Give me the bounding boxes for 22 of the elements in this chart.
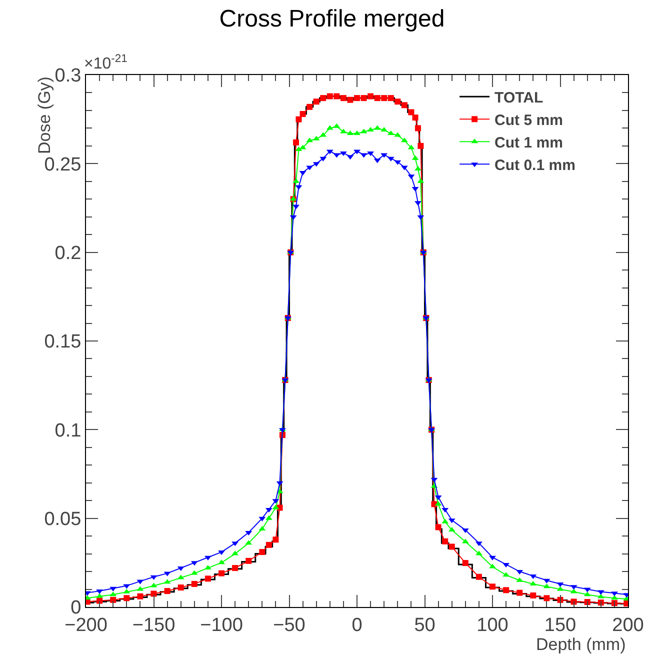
x-tick-label: 150	[544, 614, 576, 636]
y-tick-label: 0.2	[54, 242, 82, 264]
x-tick-label: 100	[476, 614, 508, 636]
x-tick-label: 200	[612, 614, 644, 636]
legend-label: Cut 0.1 mm	[494, 156, 576, 174]
text: ×10$^{-21}$	[84, 53, 128, 73]
x-tick-label: −150	[132, 614, 176, 636]
x-axis-title: Depth (mm)	[536, 635, 626, 654]
y-axis-title: Dose (Gy)	[35, 76, 54, 154]
x-tick-label: 0	[352, 614, 362, 636]
x-tick-label: 50	[414, 614, 436, 636]
x-tick-label: −50	[273, 614, 306, 636]
x-tick-label: −100	[200, 614, 243, 636]
legend-label: TOTAL	[494, 89, 544, 106]
y-tick-label: 0.1	[54, 420, 82, 442]
legend-label: Cut 1 mm	[494, 134, 563, 152]
y-tick-label: 0.15	[44, 332, 82, 353]
legend-label: Cut 5 mm	[494, 112, 563, 129]
chart-title: Cross Profile merged	[219, 6, 445, 33]
y-tick-label: 0.25	[44, 154, 82, 176]
y-tick-label: 0.3	[54, 66, 82, 87]
y-tick-label: 0.05	[44, 508, 82, 530]
